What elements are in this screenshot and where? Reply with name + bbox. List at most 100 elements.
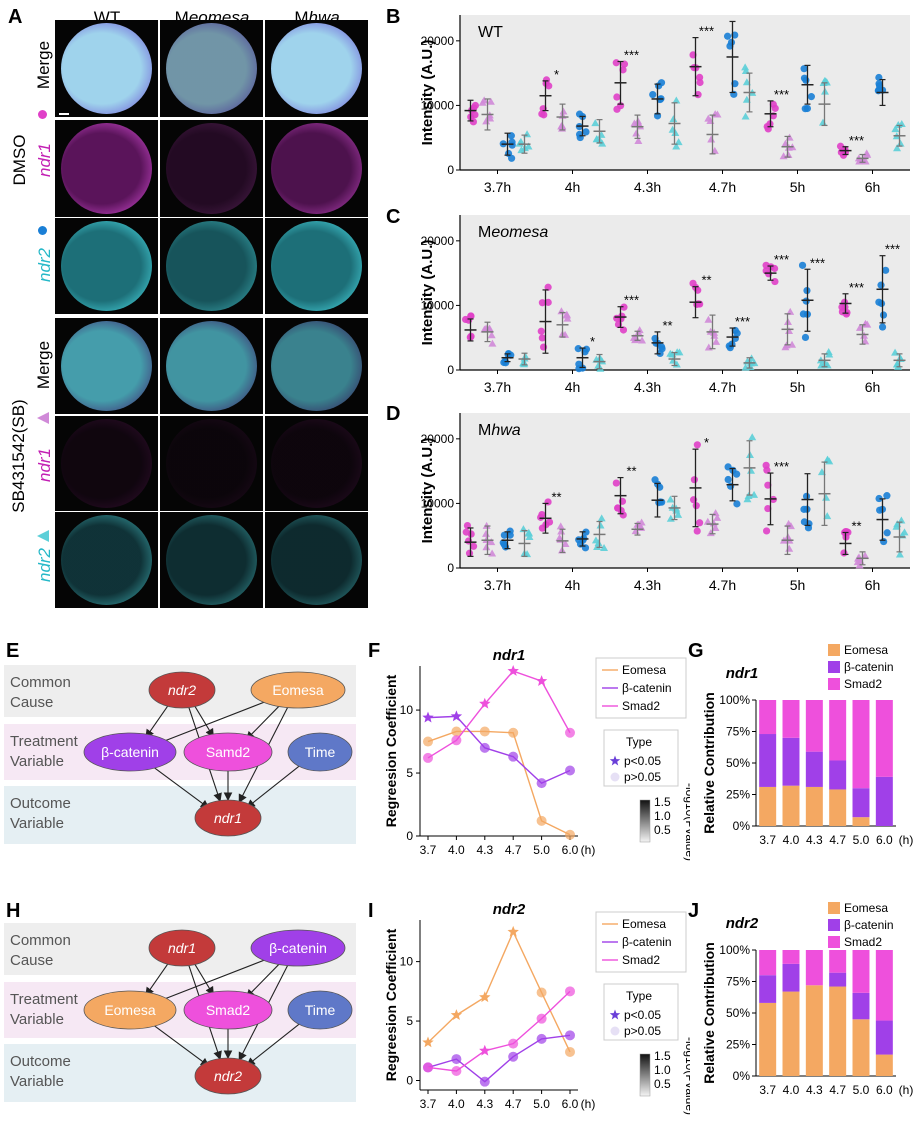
data-point [861, 337, 870, 345]
bar-segment-1 [829, 972, 847, 987]
dag-node-t2 [183, 990, 273, 1030]
series-line-1 [427, 715, 571, 784]
x-tick-label: 4.0 [783, 833, 800, 847]
ndr1-marker-triangle [37, 412, 49, 424]
bar-segment-2 [875, 950, 893, 1021]
bar-segment-2 [759, 950, 777, 976]
legend-label: Eomesa [622, 917, 666, 931]
sig-star-marker [507, 665, 519, 676]
type-legend-sig: p<0.05 [624, 754, 661, 768]
colorbar [639, 799, 651, 843]
data-point [786, 307, 795, 315]
row-label: Variable [10, 1073, 64, 1090]
x-tick-label: 4.3 [806, 833, 823, 847]
nonsig-dot-marker [536, 987, 547, 998]
panel-label-h: H [6, 900, 21, 922]
legend-label: β-catenin [622, 681, 672, 695]
sig-star-marker [507, 925, 519, 937]
data-point [544, 283, 552, 291]
data-point [875, 494, 883, 503]
sig-star-marker [479, 991, 491, 1003]
chart-title: ndr2 [726, 915, 759, 932]
chart-title: WT [478, 24, 503, 41]
x-tick-label: 3.7h [484, 577, 511, 593]
dag-node-t3 [287, 990, 353, 1030]
significance-stars: *** [885, 242, 900, 257]
data-point [771, 104, 779, 112]
micrograph-r1-c2 [160, 20, 263, 117]
data-point [612, 479, 620, 487]
y-tick-label: 5 [406, 1014, 413, 1028]
series-line-0 [427, 730, 571, 836]
data-point [486, 97, 495, 105]
nonsig-dot-marker [565, 1046, 575, 1057]
data-point [875, 82, 884, 90]
chart-title: ndr1 [726, 665, 759, 682]
embryo-image [61, 23, 152, 114]
bar-segment-1 [829, 760, 847, 790]
y-tick-label: 0 [406, 1073, 413, 1087]
bar-segment-2 [852, 950, 870, 993]
data-point [559, 107, 568, 115]
legend-label: β-catenin [844, 918, 894, 932]
chart-title: ndr2 [493, 901, 526, 918]
data-point [788, 340, 797, 348]
bar-segment-0 [782, 785, 800, 826]
data-point [863, 150, 872, 158]
bar-segment-2 [829, 950, 847, 973]
data-point [803, 104, 812, 113]
data-point [764, 504, 772, 513]
data-point [741, 66, 750, 74]
row-label: Cause [10, 694, 53, 711]
dag-node-cc2 [250, 671, 346, 709]
row-label-ndr1: ndr1 [35, 142, 54, 178]
series-line-2 [427, 670, 571, 759]
data-point [692, 502, 700, 510]
data-point [703, 517, 712, 525]
panel-label-i: I [368, 900, 374, 922]
data-point [733, 500, 741, 508]
x-tick-label: 6.0 [562, 843, 579, 857]
bar-segment-1 [805, 751, 823, 787]
panel-label-d: D [386, 403, 401, 425]
panel-label-a: A [8, 6, 23, 28]
data-point [556, 522, 565, 530]
dag-node-t2 [183, 732, 273, 772]
series-line-1 [427, 1034, 571, 1083]
dag-edge [245, 701, 284, 741]
micrograph-r5-c3 [265, 416, 368, 511]
data-point [805, 520, 813, 528]
micrograph-r2-c1 [55, 120, 158, 217]
data-point [750, 490, 759, 498]
nonsig-dot-marker [565, 765, 575, 776]
type-legend-star [609, 1009, 621, 1020]
x-unit-label: (h) [899, 1083, 914, 1097]
legend-swatch [828, 902, 840, 914]
dag-edge [245, 959, 284, 999]
bar-segment-2 [759, 700, 777, 735]
dag-node-label: Smad2 [206, 1002, 251, 1018]
data-point [763, 122, 771, 131]
data-point [538, 524, 546, 532]
legend-label: Smad2 [844, 935, 882, 949]
bar-segment-2 [805, 950, 823, 986]
y-tick-label: 25% [726, 1038, 750, 1052]
x-tick-label: 4.3h [634, 179, 661, 195]
data-point [614, 504, 622, 512]
significance-stars: *** [624, 48, 639, 63]
legend-label: β-catenin [844, 660, 894, 674]
data-point [649, 90, 657, 99]
data-point [690, 63, 698, 72]
data-point [880, 537, 888, 546]
data-point [619, 66, 627, 74]
embryo-image [61, 515, 152, 605]
data-point [892, 522, 901, 530]
type-legend-nonsig: p>0.05 [624, 1024, 661, 1038]
x-tick-label: 5.0 [533, 1097, 550, 1111]
data-point [591, 119, 600, 127]
data-point [613, 93, 621, 101]
data-point [900, 528, 909, 536]
chart-title: Mhwa [478, 422, 521, 439]
data-point [798, 261, 807, 269]
